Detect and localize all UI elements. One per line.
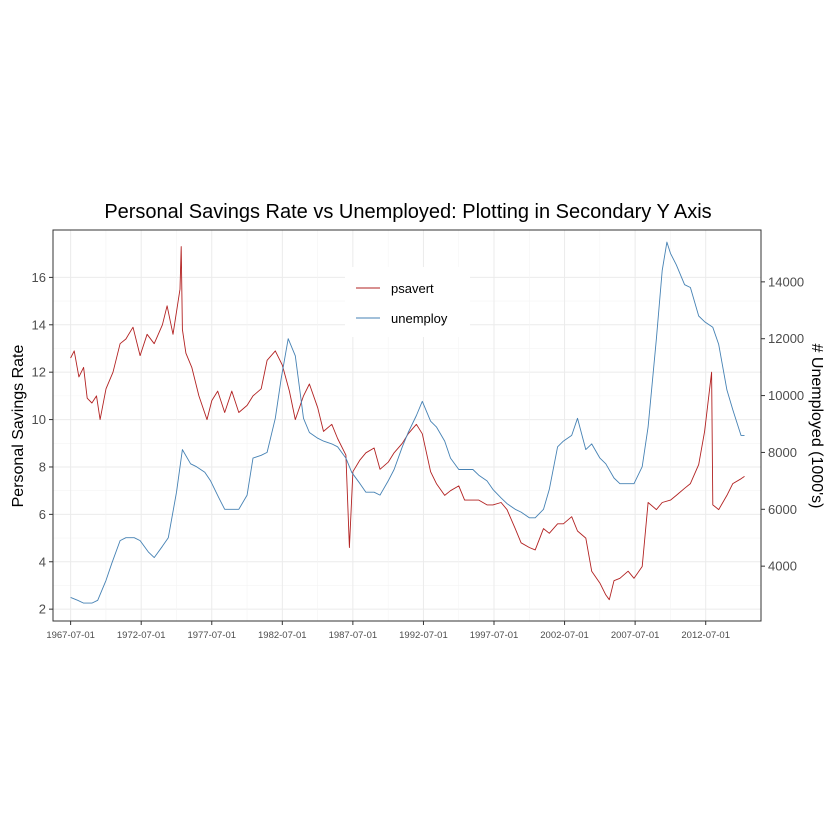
y-tick-label-left: 6 [39, 507, 46, 522]
y-tick-label-right: 10000 [768, 388, 804, 403]
y-tick-label-left: 8 [39, 459, 46, 474]
y-tick-label-right: 4000 [768, 559, 797, 574]
x-tick-label: 1977-07-01 [187, 630, 236, 641]
x-tick-label: 2002-07-01 [540, 630, 589, 641]
y-tick-label-left: 2 [39, 602, 46, 617]
x-tick-label: 1972-07-01 [117, 630, 166, 641]
y-tick-label-left: 16 [32, 270, 46, 285]
x-tick-label: 1997-07-01 [470, 630, 519, 641]
y-tick-label-right: 8000 [768, 445, 797, 460]
y-tick-label-right: 14000 [768, 274, 804, 289]
y-tick-label-left: 14 [32, 317, 46, 332]
series-line-unemploy [70, 241, 745, 604]
x-tick-label: 1967-07-01 [46, 630, 95, 641]
y-axis-title-right: # Unemployed (1000's) [808, 344, 825, 509]
series-lines [70, 241, 745, 604]
plot-panel-border [52, 229, 762, 622]
x-tick-label: 1992-07-01 [399, 630, 448, 641]
x-tick-label: 1982-07-01 [258, 630, 307, 641]
chart-title: Personal Savings Rate vs Unemployed: Plo… [104, 201, 711, 223]
y-tick-label-left: 4 [39, 554, 46, 569]
x-tick-label: 1987-07-01 [329, 630, 378, 641]
y-tick-label-right: 6000 [768, 502, 797, 517]
legend-label-psavert: psavert [391, 281, 434, 296]
y-tick-label-left: 12 [32, 365, 46, 380]
series-line-psavert [70, 246, 745, 601]
axes: 2 4 6 8 10 12 14 16 4000 6000 8000 10000 12000 14000 1… [32, 270, 805, 641]
legend-label-unemploy: unemploy [391, 311, 448, 326]
y-axis-title-left: Personal Savings Rate [10, 345, 27, 508]
legend: psavert unemploy [345, 267, 470, 337]
x-tick-label: 2012-07-01 [681, 630, 730, 641]
y-tick-label-left: 10 [32, 412, 46, 427]
y-tick-label-right: 12000 [768, 331, 804, 346]
legend-background [345, 267, 470, 337]
x-tick-label: 2007-07-01 [611, 630, 660, 641]
